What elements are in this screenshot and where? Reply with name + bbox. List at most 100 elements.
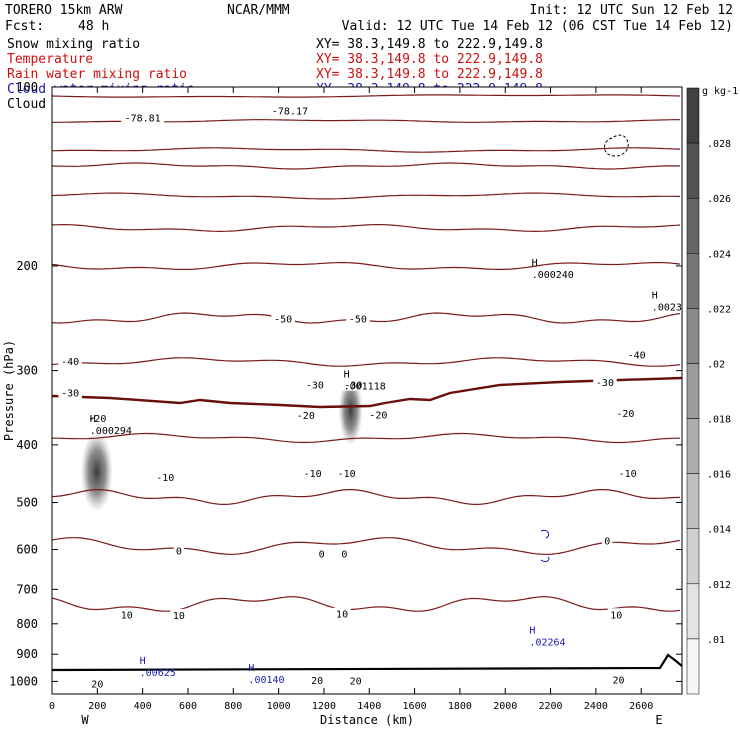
temperature-label-bg — [346, 312, 370, 325]
colorbar: .01 .012 .014 .016 .018 .02 .022 .024 .026 .028 g … — [686, 86, 738, 695]
ice-contour — [604, 134, 629, 157]
x-tick-label: 600 — [179, 701, 197, 712]
temperature-label: 10 — [610, 610, 622, 621]
colorbar-bin — [686, 142, 700, 199]
extremum-value: .00625 — [140, 668, 176, 679]
legend-label: Temperature — [7, 52, 93, 67]
temperature-label-bg — [170, 608, 188, 621]
temperature-label: -20 — [369, 411, 387, 422]
colorbar-tick-label: .028 — [707, 139, 731, 150]
isotherm-line — [52, 147, 681, 153]
colorbar-bin — [686, 363, 700, 419]
plot-area: -78.81 -78.17 -50 -50 -40 -40 -30 -30 -30 -30 -20 -… — [2, 80, 683, 727]
temperature-label-bg — [121, 111, 165, 124]
temperature-label-bg — [593, 376, 617, 389]
temperature-label: -50 — [349, 314, 367, 325]
extremum-value: .001118 — [344, 381, 386, 392]
temperature-label: -20 — [88, 414, 106, 425]
x-tick-label: 2400 — [584, 701, 608, 712]
temperature-label-bg — [58, 386, 82, 399]
temperature-label: 10 — [173, 611, 185, 622]
x-tick-label: 1400 — [357, 701, 381, 712]
temperature-label-bg — [610, 673, 628, 686]
temperature-label-bg — [601, 534, 613, 547]
temperature-label-bg — [347, 674, 365, 687]
temperature-label-bg — [300, 467, 325, 480]
x-tick-label: 1000 — [267, 701, 291, 712]
temperature-label-bg — [303, 378, 327, 391]
valid-time: Valid: 12 UTC Tue 14 Feb 12 (06 CST Tue … — [342, 19, 733, 34]
temperature-label: 20 — [91, 680, 103, 691]
surface-line — [52, 653, 682, 672]
x-tick-label: 2200 — [539, 701, 563, 712]
cloud-ice-shading — [80, 431, 113, 512]
x-tick-label: 200 — [88, 701, 106, 712]
extremum-value: .000294 — [90, 426, 132, 437]
model-title: TORERO 15km ARW — [5, 3, 123, 18]
colorbar-unit: g kg-1 — [702, 86, 738, 97]
extremum-value: .02264 — [529, 637, 565, 648]
temperature-label: -50 — [274, 314, 292, 325]
isotherm-line — [52, 489, 681, 506]
colorbar-tick-label: .026 — [707, 194, 731, 205]
x-tick-label: 1600 — [403, 701, 427, 712]
plot-inner: -78.81 -78.17 -50 -50 -40 -40 -30 -30 -30 -30 -20 -… — [52, 94, 682, 691]
colorbar-tick-label: .01 — [707, 635, 725, 646]
extremum-value: .000240 — [532, 270, 574, 281]
x-tick-label: 2000 — [493, 701, 517, 712]
temperature-label: -78.81 — [125, 114, 161, 125]
legend-label: Snow mixing ratio — [7, 37, 140, 52]
colorbar-bin — [686, 418, 700, 474]
isotherm-line — [52, 357, 681, 367]
isotherm-line — [52, 192, 681, 200]
colorbar-bin — [686, 253, 700, 309]
colorbar-tick-label: .016 — [707, 470, 731, 481]
colorbar-tick-label: .018 — [707, 415, 731, 426]
colorbar-tick-label: .02 — [707, 359, 725, 370]
plot-frame — [51, 86, 683, 695]
y-tick-label: 200 — [16, 259, 38, 273]
temperature-label-bg — [613, 407, 638, 420]
legend-label: Rain water mixing ratio — [7, 67, 187, 82]
fcst-label: Fcst: — [5, 19, 44, 34]
y-tick-label: 700 — [16, 582, 38, 596]
colorbar-bin — [686, 87, 700, 144]
temperature-label: -10 — [304, 469, 322, 480]
x-tick-label: 400 — [134, 701, 152, 712]
temperature-label: -10 — [338, 469, 356, 480]
isotherm-line — [52, 262, 681, 270]
legend-xy: XY= 38.3,149.8 to 222.9,149.8 — [316, 67, 543, 82]
y-tick-label: 800 — [16, 617, 38, 631]
colorbar-bin — [686, 638, 700, 695]
extremum-mark: H — [248, 663, 254, 674]
temperature-label: 20 — [613, 676, 625, 687]
extremum-mark: H — [344, 369, 350, 380]
extremum-mark: H — [532, 258, 538, 269]
colorbar-bin — [686, 197, 700, 254]
init-time: Init: 12 UTC Sun 12 Feb 12 — [530, 3, 734, 18]
x-axis-title: Distance (km) — [320, 713, 414, 727]
x-tick-label: 2600 — [629, 701, 653, 712]
isotherm-line — [52, 596, 681, 612]
x-end-right: E — [655, 713, 662, 727]
temperature-label-bg — [268, 104, 312, 117]
fcst-value: 48 h — [78, 19, 109, 34]
cloud-ice-shading — [338, 375, 363, 446]
temperature-label: -10 — [619, 469, 637, 480]
cloud-water-contour — [540, 529, 550, 539]
temperature-label-bg — [615, 467, 640, 480]
temperature-label-bg — [58, 354, 82, 367]
y-axis-title: Pressure (hPa) — [2, 340, 16, 441]
temperature-label: -40 — [61, 357, 79, 368]
extremum-mark: H — [529, 625, 535, 636]
legend-xy: XY= 38.3,149.8 to 222.9,149.8 — [316, 37, 543, 52]
temperature-label: -30 — [344, 381, 362, 392]
temperature-label: 10 — [336, 610, 348, 621]
y-tick-label: 900 — [16, 647, 38, 661]
isotherm-line — [52, 94, 681, 98]
temperature-label: -40 — [628, 351, 646, 362]
colorbar-tick-label: .014 — [707, 525, 731, 536]
temperature-label: 0 — [176, 547, 182, 558]
temperature-label: 20 — [311, 676, 323, 687]
